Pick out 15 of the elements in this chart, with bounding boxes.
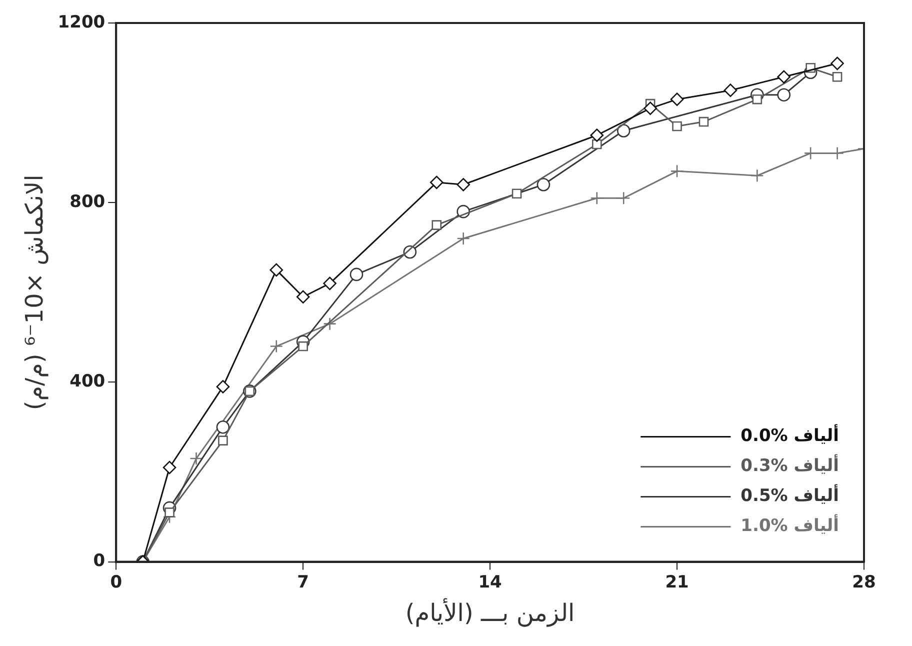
x-axis-title: الزمن بـــ (الأيام) [405, 598, 575, 627]
y-tick-label: 800 [70, 192, 106, 212]
text: 1.0% ألياف [740, 514, 840, 536]
y-tick-label: 0 [93, 551, 106, 572]
x-tick-label: 7 [297, 572, 310, 592]
y-tick-label: 1200 [58, 12, 106, 32]
text: 0.3% ألياف [740, 454, 840, 476]
x-tick-label: 28 [852, 572, 876, 592]
x-tick-label: 0 [110, 572, 122, 592]
text: 0.5% ألياف [740, 484, 840, 506]
y-axis-title: الانكماش ×10⁻⁶ (م/م) [20, 174, 49, 410]
text: 0.0% ألياف [740, 424, 840, 446]
x-tick-label: 14 [478, 572, 502, 592]
x-tick-label: 21 [665, 572, 689, 592]
y-tick-label: 400 [70, 372, 106, 392]
